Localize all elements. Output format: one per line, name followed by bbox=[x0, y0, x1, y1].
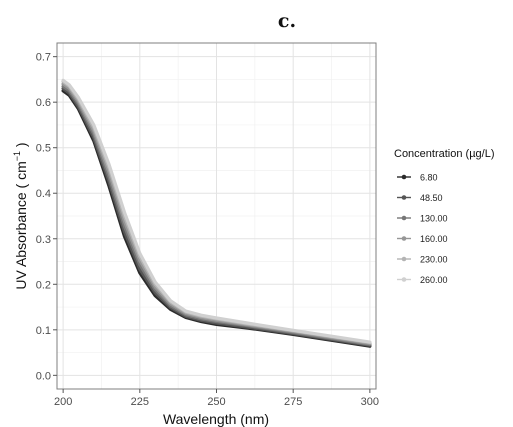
x-axis-ticks: 200 225 250 275 300 bbox=[54, 389, 379, 408]
y-tick-label: 0.0 bbox=[36, 370, 51, 382]
legend-title: Concentration (µg/L) bbox=[394, 148, 495, 160]
legend-key-point bbox=[401, 277, 407, 282]
series-line bbox=[61, 78, 372, 344]
legend-key-point bbox=[401, 195, 407, 200]
legend-label: 6.80 bbox=[420, 173, 438, 183]
y-axis-title-close: ) bbox=[13, 142, 29, 151]
y-tick-label: 0.7 bbox=[36, 52, 51, 64]
legend-entries: 6.80 48.50 130.00 160.00 230.00 260.00 bbox=[397, 173, 448, 285]
y-axis-title-superscript: −1 bbox=[12, 151, 22, 161]
y-axis-title: UV Absorbance ( cm−1 ) bbox=[12, 142, 29, 289]
legend: Concentration (µg/L) 6.80 48.50 130.00 160.… bbox=[394, 148, 495, 285]
x-tick-label: 200 bbox=[54, 396, 72, 408]
legend-label: 260.00 bbox=[420, 275, 448, 285]
y-axis-title-main: UV Absorbance ( cm bbox=[13, 161, 29, 289]
y-tick-label: 0.4 bbox=[36, 188, 51, 200]
x-tick-label: 250 bbox=[207, 396, 225, 408]
legend-label: 160.00 bbox=[420, 234, 448, 244]
y-tick-label: 0.3 bbox=[36, 234, 51, 246]
x-axis-title: Wavelength (nm) bbox=[163, 411, 269, 427]
legend-label: 48.50 bbox=[420, 193, 443, 203]
y-tick-label: 0.2 bbox=[36, 279, 51, 291]
legend-label: 230.00 bbox=[420, 255, 448, 265]
legend-key-point bbox=[401, 236, 407, 241]
y-tick-label: 0.6 bbox=[36, 97, 51, 109]
y-tick-label: 0.1 bbox=[36, 325, 51, 337]
series-lines bbox=[61, 78, 372, 348]
y-tick-label: 0.5 bbox=[36, 143, 51, 155]
legend-key-point bbox=[401, 256, 407, 262]
panel-label: c. bbox=[278, 10, 296, 32]
x-tick-label: 225 bbox=[131, 396, 149, 408]
legend-key-point bbox=[401, 174, 407, 180]
legend-label: 130.00 bbox=[420, 214, 448, 224]
x-tick-label: 275 bbox=[284, 396, 302, 408]
y-axis-ticks: 0.0 0.1 0.2 0.3 0.4 0.5 0.6 0.7 bbox=[36, 52, 57, 382]
x-tick-label: 300 bbox=[361, 396, 379, 408]
legend-key-point bbox=[401, 215, 407, 221]
